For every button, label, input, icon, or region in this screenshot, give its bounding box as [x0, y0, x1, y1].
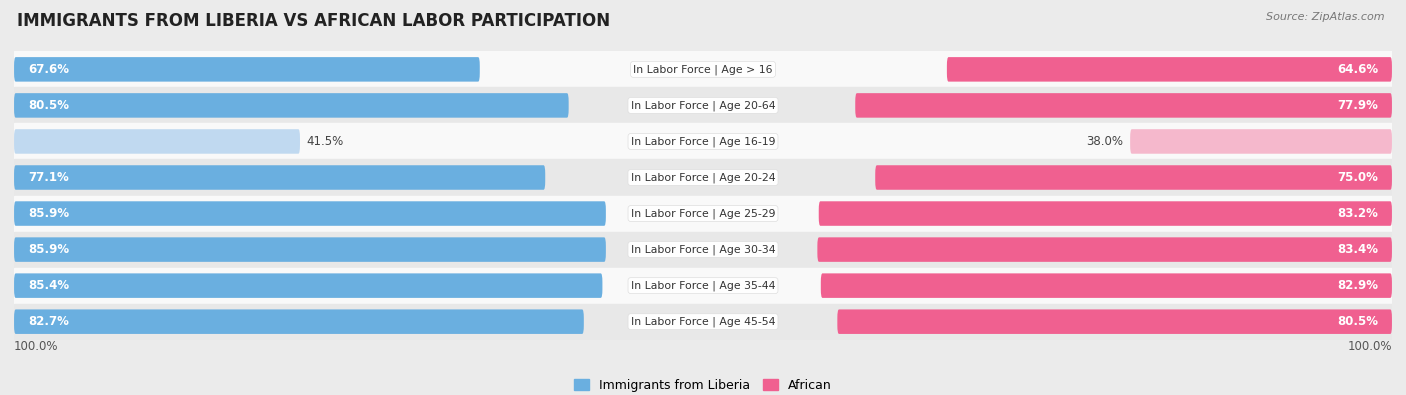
Text: 83.4%: 83.4%	[1337, 243, 1378, 256]
Text: 85.9%: 85.9%	[28, 207, 69, 220]
FancyBboxPatch shape	[817, 237, 1392, 262]
Text: 75.0%: 75.0%	[1337, 171, 1378, 184]
Bar	[14, 160, 1392, 196]
Bar	[14, 51, 1392, 87]
Text: 82.9%: 82.9%	[1337, 279, 1378, 292]
FancyBboxPatch shape	[14, 129, 299, 154]
Text: 77.9%: 77.9%	[1337, 99, 1378, 112]
FancyBboxPatch shape	[14, 273, 602, 298]
Bar	[14, 231, 1392, 268]
Text: In Labor Force | Age 20-64: In Labor Force | Age 20-64	[631, 100, 775, 111]
Text: 85.9%: 85.9%	[28, 243, 69, 256]
FancyBboxPatch shape	[14, 201, 606, 226]
Legend: Immigrants from Liberia, African: Immigrants from Liberia, African	[569, 374, 837, 395]
FancyBboxPatch shape	[14, 237, 606, 262]
FancyBboxPatch shape	[855, 93, 1392, 118]
Text: 38.0%: 38.0%	[1087, 135, 1123, 148]
Bar	[14, 87, 1392, 123]
Text: 77.1%: 77.1%	[28, 171, 69, 184]
Text: IMMIGRANTS FROM LIBERIA VS AFRICAN LABOR PARTICIPATION: IMMIGRANTS FROM LIBERIA VS AFRICAN LABOR…	[17, 12, 610, 30]
Bar	[14, 304, 1392, 340]
Text: 64.6%: 64.6%	[1337, 63, 1378, 76]
Text: 85.4%: 85.4%	[28, 279, 69, 292]
Text: 100.0%: 100.0%	[14, 340, 59, 353]
Text: 80.5%: 80.5%	[1337, 315, 1378, 328]
Text: In Labor Force | Age > 16: In Labor Force | Age > 16	[633, 64, 773, 75]
FancyBboxPatch shape	[946, 57, 1392, 82]
FancyBboxPatch shape	[821, 273, 1392, 298]
Text: 67.6%: 67.6%	[28, 63, 69, 76]
FancyBboxPatch shape	[818, 201, 1392, 226]
FancyBboxPatch shape	[14, 165, 546, 190]
Text: Source: ZipAtlas.com: Source: ZipAtlas.com	[1267, 12, 1385, 22]
Text: 100.0%: 100.0%	[1347, 340, 1392, 353]
FancyBboxPatch shape	[838, 309, 1392, 334]
FancyBboxPatch shape	[14, 57, 479, 82]
Text: In Labor Force | Age 20-24: In Labor Force | Age 20-24	[631, 172, 775, 183]
FancyBboxPatch shape	[14, 309, 583, 334]
Text: 41.5%: 41.5%	[307, 135, 344, 148]
Bar	[14, 196, 1392, 231]
Text: 83.2%: 83.2%	[1337, 207, 1378, 220]
Text: In Labor Force | Age 16-19: In Labor Force | Age 16-19	[631, 136, 775, 147]
Bar	[14, 268, 1392, 304]
Text: In Labor Force | Age 25-29: In Labor Force | Age 25-29	[631, 208, 775, 219]
FancyBboxPatch shape	[875, 165, 1392, 190]
Text: In Labor Force | Age 30-34: In Labor Force | Age 30-34	[631, 245, 775, 255]
FancyBboxPatch shape	[14, 93, 568, 118]
Text: 80.5%: 80.5%	[28, 99, 69, 112]
FancyBboxPatch shape	[1130, 129, 1392, 154]
Text: In Labor Force | Age 35-44: In Labor Force | Age 35-44	[631, 280, 775, 291]
Text: In Labor Force | Age 45-54: In Labor Force | Age 45-54	[631, 316, 775, 327]
Text: 82.7%: 82.7%	[28, 315, 69, 328]
Bar	[14, 123, 1392, 160]
